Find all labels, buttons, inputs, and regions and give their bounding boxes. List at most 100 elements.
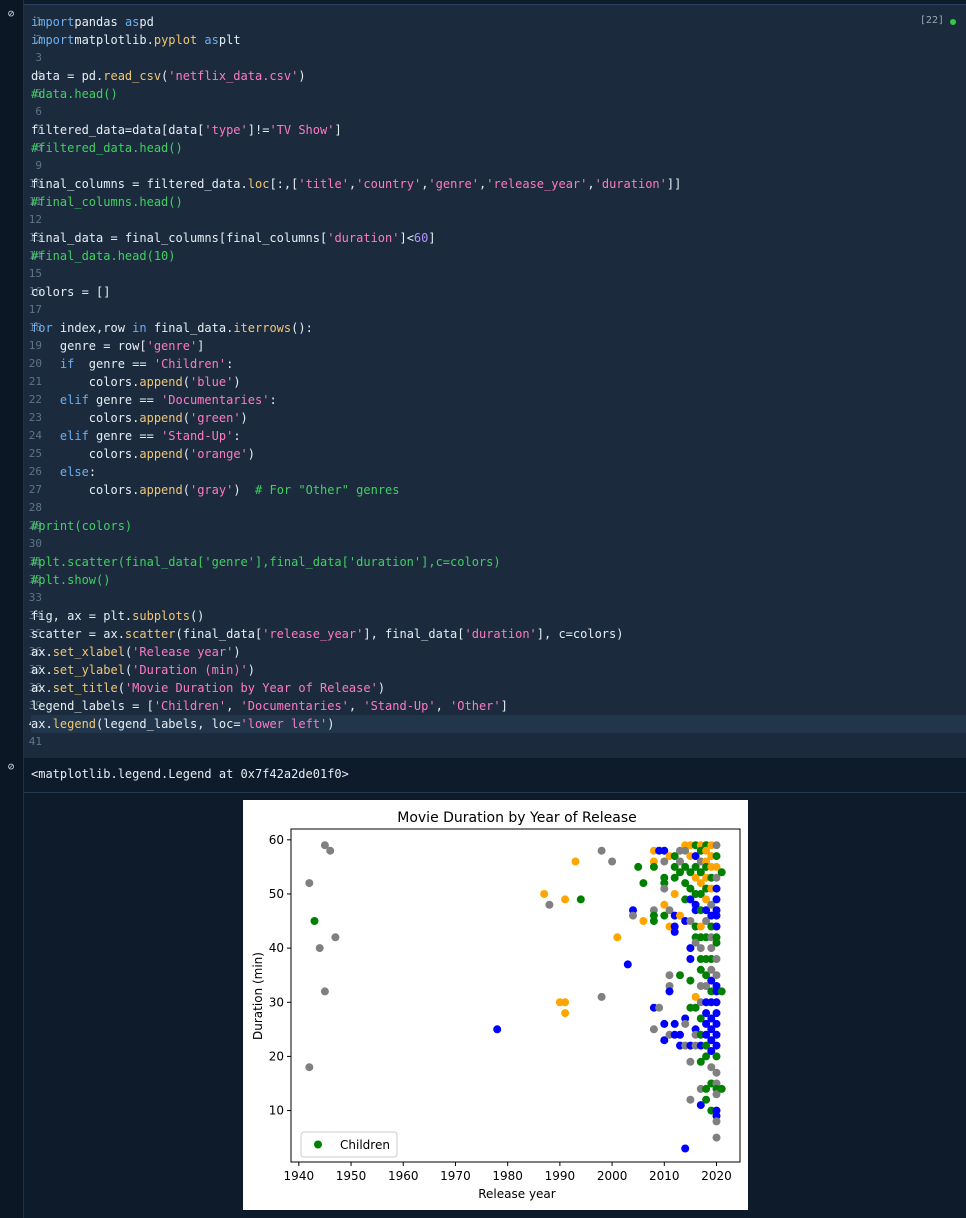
code-line[interactable]: fig, ax = plt.subplots() bbox=[31, 609, 205, 623]
code-line[interactable] bbox=[31, 733, 966, 751]
code-line[interactable]: legend_labels = ['Children', 'Documentar… bbox=[31, 699, 508, 713]
scatter-point bbox=[639, 879, 648, 888]
code-line[interactable]: ax.set_xlabel('Release year') bbox=[31, 645, 241, 659]
code-line[interactable]: #final_columns.head() bbox=[31, 195, 183, 209]
code-line[interactable]: colors = [] bbox=[31, 285, 111, 299]
points-layer bbox=[305, 841, 726, 1153]
code-line[interactable]: final_columns = filtered_data.loc[:,['ti… bbox=[31, 177, 682, 191]
code-line[interactable]: scatter = ax.scatter(final_data['release… bbox=[31, 627, 624, 641]
status-dot-icon bbox=[950, 19, 956, 25]
code-line[interactable]: importmatplotlib.pyplot asplt bbox=[31, 33, 241, 47]
scatter-point bbox=[629, 911, 637, 920]
line-number: 18 bbox=[28, 321, 42, 334]
code-line[interactable]: importpandas aspd bbox=[31, 15, 154, 29]
scatter-point bbox=[691, 992, 700, 1001]
code-line[interactable]: elif genre == 'Documentaries': bbox=[59, 393, 277, 407]
code-line[interactable]: if genre == 'Children': bbox=[59, 357, 234, 371]
scatter-point bbox=[545, 900, 554, 909]
code-line[interactable] bbox=[31, 301, 966, 319]
code-line[interactable]: data = pd.read_csv('netflix_data.csv') bbox=[31, 69, 306, 83]
scatter-point bbox=[702, 917, 711, 925]
scatter-point bbox=[717, 987, 726, 996]
line-number: 32 bbox=[28, 573, 42, 586]
scatter-point bbox=[305, 879, 314, 888]
code-line[interactable]: #final_data.head(10) bbox=[31, 249, 176, 263]
scatter-point bbox=[691, 938, 700, 947]
chart-title: Movie Duration by Year of Release bbox=[397, 810, 637, 826]
scatter-point bbox=[639, 917, 648, 925]
line-number: 12 bbox=[28, 213, 42, 226]
scatter-point bbox=[660, 846, 669, 855]
code-line[interactable]: ax.set_title('Movie Duration by Year of … bbox=[31, 681, 386, 695]
scatter-point bbox=[712, 1068, 721, 1077]
code-line[interactable]: colors.append('gray') # For "Other" genr… bbox=[31, 483, 400, 497]
scatter-point bbox=[712, 938, 721, 947]
scatter-point bbox=[691, 1003, 700, 1012]
code-line[interactable] bbox=[31, 589, 966, 607]
code-line[interactable]: filtered_data=data[data['type']!='TV Sho… bbox=[31, 123, 342, 137]
line-number: 13 bbox=[28, 231, 42, 244]
scatter-point bbox=[712, 922, 721, 931]
code-line[interactable] bbox=[31, 535, 966, 553]
scatter-point bbox=[665, 971, 674, 980]
code-line[interactable]: #data.head() bbox=[31, 87, 118, 101]
code-line[interactable]: colors.append('blue') bbox=[31, 375, 241, 389]
code-line[interactable]: elif genre == 'Stand-Up': bbox=[59, 429, 241, 443]
code-line[interactable]: #print(colors) bbox=[31, 519, 133, 533]
x-tick-label: 1980 bbox=[492, 1169, 523, 1183]
scatter-point bbox=[712, 955, 721, 963]
line-number: 17 bbox=[28, 303, 42, 316]
scatter-point bbox=[707, 1025, 716, 1034]
scatter-point bbox=[712, 884, 721, 893]
scatter-point bbox=[326, 846, 335, 855]
scatter-point bbox=[702, 906, 711, 915]
code-line[interactable]: ax.legend(legend_labels, loc='lower left… bbox=[31, 715, 966, 733]
line-number: 29 bbox=[28, 519, 42, 532]
code-line[interactable] bbox=[31, 157, 966, 175]
scatter-point bbox=[660, 1019, 669, 1028]
scatter-point bbox=[691, 862, 700, 871]
code-line[interactable]: #plt.scatter(final_data['genre'],final_d… bbox=[31, 555, 501, 569]
code-line[interactable]: else: bbox=[59, 465, 97, 479]
scatter-point bbox=[691, 1025, 700, 1034]
collapse-input-icon[interactable]: ⊘ bbox=[7, 7, 15, 20]
execution-count: [22] bbox=[919, 15, 944, 26]
x-tick-label: 1990 bbox=[545, 1169, 576, 1183]
code-line[interactable]: #filtered_data.head() bbox=[31, 141, 183, 155]
code-line[interactable] bbox=[31, 211, 966, 229]
line-number: 9 bbox=[35, 159, 42, 172]
code-cell[interactable]: 1 2 3 4 5 6 7 8 9 10 11 12 13 14 15 16 17 18 19 20 21 22 23 24 2… bbox=[24, 4, 966, 758]
line-number: 7 bbox=[35, 123, 42, 136]
output-divider bbox=[24, 792, 966, 793]
code-line[interactable] bbox=[31, 103, 966, 121]
code-line[interactable]: genre = row['genre'] bbox=[31, 339, 205, 353]
scatter-point bbox=[315, 944, 324, 953]
code-line[interactable]: #plt.show() bbox=[31, 573, 111, 587]
scatter-point bbox=[717, 1084, 726, 1093]
scatter-point bbox=[712, 1090, 721, 1099]
scatter-point bbox=[676, 868, 684, 877]
code-line[interactable] bbox=[31, 49, 966, 67]
line-number: 5 bbox=[35, 87, 42, 100]
line-number: 26 bbox=[28, 465, 42, 478]
code-editor[interactable]: importpandas aspd importmatplotlib.pyplot… bbox=[31, 13, 966, 751]
scatter-point bbox=[320, 841, 329, 850]
collapse-output-icon[interactable]: ⊘ bbox=[7, 760, 15, 773]
code-line[interactable]: colors.append('green') bbox=[31, 411, 248, 425]
scatter-point bbox=[712, 873, 721, 882]
code-line[interactable]: for index,row in final_data.iterrows(): bbox=[31, 321, 313, 335]
scatter-point bbox=[686, 895, 695, 904]
code-line[interactable]: final_data = final_columns[final_columns… bbox=[31, 231, 436, 245]
scatter-point bbox=[717, 868, 726, 877]
scatter-point bbox=[660, 911, 669, 920]
code-line[interactable] bbox=[31, 499, 966, 517]
line-number: 2 bbox=[35, 33, 42, 46]
scatter-point bbox=[660, 900, 669, 909]
scatter-point bbox=[707, 1063, 716, 1072]
scatter-point bbox=[707, 965, 716, 974]
code-line[interactable]: colors.append('orange') bbox=[31, 447, 255, 461]
scatter-point bbox=[712, 1041, 721, 1050]
code-line[interactable] bbox=[31, 265, 966, 283]
left-rail: ⊘ ⊘ bbox=[0, 0, 24, 1218]
code-line[interactable]: ax.set_ylabel('Duration (min)') bbox=[31, 663, 255, 677]
